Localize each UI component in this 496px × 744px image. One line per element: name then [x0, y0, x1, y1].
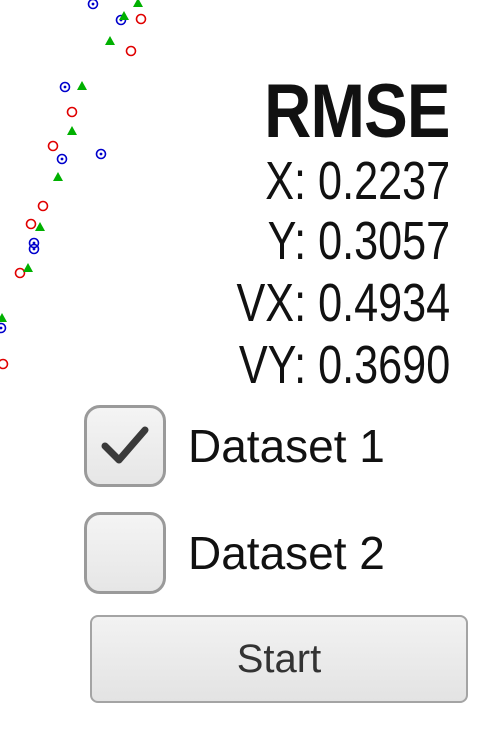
scatter-point-s0-p2 [68, 108, 77, 117]
scatter-point-s2-p0 [133, 0, 143, 7]
rmse-x-value: X: 0.2237 [265, 150, 450, 212]
scatter-point-s1-p6 [30, 245, 39, 254]
scatter-point-s1-p2 [61, 83, 70, 92]
scatter-point-s0-p4 [39, 202, 48, 211]
scatter-plot-canvas [0, 0, 240, 400]
dataset-1-checkbox[interactable] [84, 405, 166, 487]
dataset-1-label: Dataset 1 [188, 419, 385, 473]
scatter-point-s2-p7 [23, 263, 33, 272]
scatter-point-s2-p5 [53, 172, 63, 181]
scatter-point-s0-p7 [0, 360, 8, 369]
scatter-point-s2-p4 [67, 126, 77, 135]
start-button[interactable]: Start [90, 615, 468, 703]
dataset-2-label: Dataset 2 [188, 526, 385, 580]
scatter-point-s0-p3 [49, 142, 58, 151]
rmse-vy-value: VY: 0.3690 [239, 334, 450, 396]
scatter-point-s1-p0 [89, 0, 98, 9]
scatter-point-s2-p6 [35, 222, 45, 231]
rmse-y-value: Y: 0.3057 [267, 210, 450, 272]
scatter-point-s2-p3 [77, 81, 87, 90]
scatter-point-s0-p6 [16, 269, 25, 278]
dataset-2-option[interactable]: Dataset 2 [84, 510, 385, 596]
scatter-point-s0-p1 [127, 47, 136, 56]
scatter-point-s1-p4 [58, 155, 67, 164]
rmse-title: RMSE [265, 68, 450, 155]
rmse-vx-value: VX: 0.4934 [236, 272, 450, 334]
scatter-point-s0-p5 [27, 220, 36, 229]
dataset-1-option[interactable]: Dataset 1 [84, 403, 385, 489]
trajectory-scatter-plot [0, 0, 240, 400]
scatter-point-s1-p3 [97, 150, 106, 159]
scatter-point-s2-p8 [0, 313, 7, 322]
checkmark-icon [97, 418, 153, 474]
scatter-point-s1-p7 [0, 324, 6, 333]
scatter-point-s0-p0 [137, 15, 146, 24]
scatter-point-s2-p2 [105, 36, 115, 45]
dataset-2-checkbox[interactable] [84, 512, 166, 594]
